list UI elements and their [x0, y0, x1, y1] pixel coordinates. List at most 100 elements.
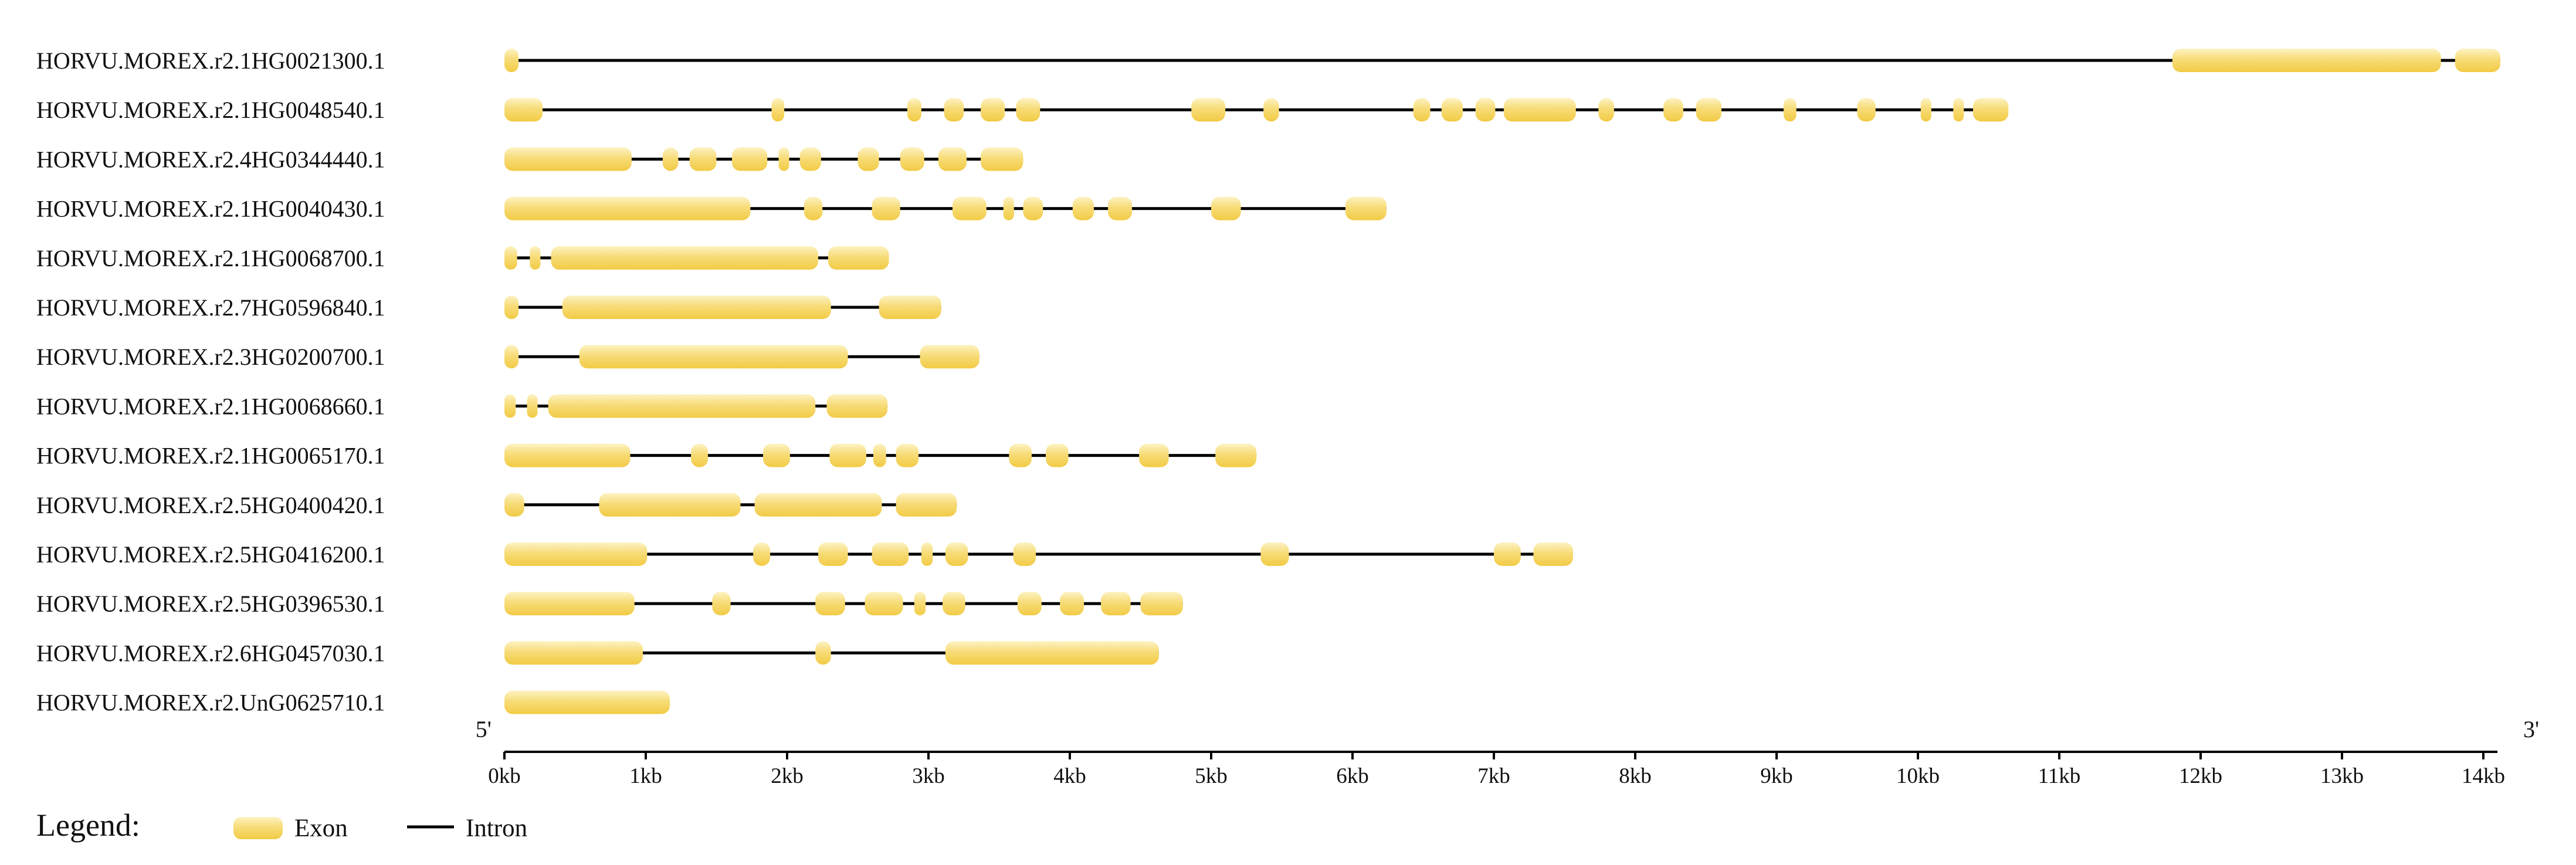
exon-block	[828, 246, 889, 270]
exon-block	[691, 443, 709, 467]
exon-block	[1108, 196, 1133, 221]
exon-block	[952, 196, 987, 221]
exon-block	[799, 147, 821, 171]
exon-block	[2455, 49, 2500, 72]
exon-block	[504, 641, 643, 665]
axis-tick-label: 8kb	[1619, 764, 1652, 788]
exon-block	[1533, 542, 1573, 566]
exon-block	[548, 394, 816, 418]
gene-id-label: HORVU.MOREX.r2.5HG0400420.1	[36, 492, 385, 518]
three-prime-label: 3'	[2523, 716, 2539, 742]
exon-block	[1503, 98, 1576, 122]
gene-row: HORVU.MOREX.r2.1HG0040430.1	[36, 196, 1387, 222]
legend: Legend: Exon Intron	[36, 808, 527, 843]
gene-row: HORVU.MOREX.r2.7HG0596840.1	[36, 294, 941, 321]
exon-block	[753, 542, 771, 566]
exon-block	[771, 98, 785, 122]
exon-block	[1345, 196, 1387, 221]
exon-block	[829, 443, 866, 467]
axis-tick-label: 3kb	[912, 764, 945, 788]
axis-tick-label: 10kb	[1896, 764, 1940, 788]
axis-tick-label: 9kb	[1760, 764, 1793, 788]
exon-block	[1023, 196, 1043, 221]
gene-id-label: HORVU.MOREX.r2.1HG0068700.1	[36, 245, 385, 272]
gene-id-label: HORVU.MOREX.r2.1HG0048540.1	[36, 97, 385, 123]
exon-block	[778, 147, 789, 171]
exon-block	[689, 147, 717, 171]
legend-intron-label: Intron	[466, 815, 527, 842]
exon-block	[804, 196, 823, 221]
exon-block	[1017, 592, 1042, 616]
legend-exon-swatch	[233, 817, 283, 839]
exon-block	[872, 542, 909, 566]
exon-block	[815, 641, 831, 665]
exon-block	[504, 147, 632, 171]
exon-block	[1013, 542, 1036, 566]
axis-tick-label: 4kb	[1053, 764, 1086, 788]
exon-block	[504, 394, 516, 418]
gene-row: HORVU.MOREX.r2.5HG0396530.1	[36, 591, 1183, 617]
exon-block	[754, 493, 882, 517]
gene-id-label: HORVU.MOREX.r2.1HG0021300.1	[36, 48, 385, 74]
exon-block	[1784, 98, 1797, 122]
axis-tick-label: 0kb	[488, 764, 521, 788]
exon-block	[921, 542, 933, 566]
exon-block	[907, 98, 921, 122]
exon-block	[944, 98, 964, 122]
gene-row: HORVU.MOREX.r2.4HG0344440.1	[36, 146, 1023, 172]
legend-exon-label: Exon	[294, 815, 348, 842]
exon-block	[1920, 98, 1931, 122]
exon-block	[599, 493, 741, 517]
exon-block	[1140, 592, 1183, 616]
exon-block	[504, 246, 517, 270]
gene-id-label: HORVU.MOREX.r2.1HG0068660.1	[36, 393, 385, 419]
exon-block	[920, 345, 979, 369]
gene-id-label: HORVU.MOREX.r2.5HG0396530.1	[36, 591, 385, 617]
gene-id-label: HORVU.MOREX.r2.4HG0344440.1	[36, 146, 385, 172]
exon-block	[504, 690, 670, 714]
exon-block	[1475, 98, 1496, 122]
gene-row: HORVU.MOREX.r2.3HG0200700.1	[36, 344, 979, 370]
gene-row: HORVU.MOREX.r2.6HG0457030.1	[36, 640, 1159, 666]
exon-block	[1263, 98, 1279, 122]
exon-block	[872, 196, 900, 221]
exon-block	[504, 443, 631, 467]
exon-block	[504, 542, 648, 566]
gene-id-label: HORVU.MOREX.r2.1HG0065170.1	[36, 443, 385, 469]
gene-row: HORVU.MOREX.r2.UnG0625710.1	[36, 690, 670, 716]
gene-id-label: HORVU.MOREX.r2.5HG0416200.1	[36, 541, 385, 568]
axis-tick-label: 11kb	[2038, 764, 2081, 788]
exon-block	[1494, 542, 1521, 566]
exon-block	[504, 296, 519, 319]
exon-block	[1857, 98, 1876, 122]
exon-block	[1663, 98, 1683, 122]
exon-block	[504, 592, 635, 616]
exon-block	[504, 98, 543, 122]
exon-block	[1060, 592, 1084, 616]
exon-block	[945, 542, 968, 566]
exon-block	[900, 147, 924, 171]
axis-tick-label: 5kb	[1195, 764, 1228, 788]
exon-block	[504, 345, 519, 369]
exon-block	[981, 98, 1005, 122]
exon-block	[551, 246, 819, 270]
gene-row: HORVU.MOREX.r2.1HG0065170.1	[36, 443, 1257, 469]
exon-block	[1696, 98, 1722, 122]
gene-row: HORVU.MOREX.r2.5HG0416200.1	[36, 541, 1573, 568]
exon-block	[1215, 443, 1257, 467]
exon-block	[562, 296, 831, 319]
exon-block	[914, 592, 926, 616]
exon-block	[896, 493, 957, 517]
exon-block	[1260, 542, 1289, 566]
exon-block	[1139, 443, 1169, 467]
kb-axis: 5' 3' 0kb 1kb 2kb 3kb 4kb 5kb 6kb 7kb 8kb 9kb 10kb…	[476, 716, 2539, 788]
axis-tick-label: 13kb	[2320, 764, 2364, 788]
axis-tick-label: 2kb	[771, 764, 804, 788]
gene-rows: HORVU.MOREX.r2.1HG0021300.1 HORVU.MOREX.r…	[36, 48, 2500, 716]
exon-block	[1191, 98, 1226, 122]
exon-block	[530, 246, 541, 270]
gene-id-label: HORVU.MOREX.r2.7HG0596840.1	[36, 294, 385, 321]
exon-block	[1953, 98, 1964, 122]
exon-block	[1441, 98, 1463, 122]
